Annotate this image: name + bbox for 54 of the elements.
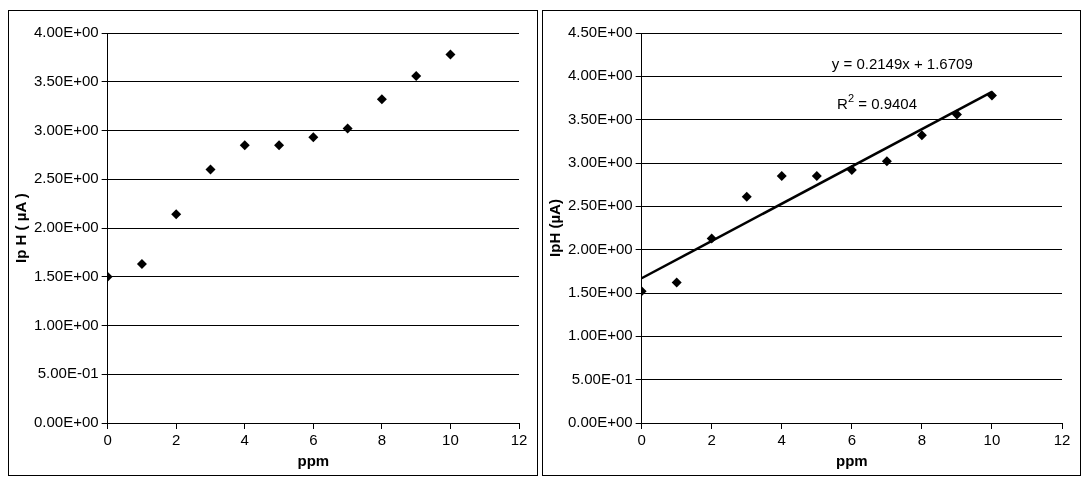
y-tick-label: 2.50E+00 — [567, 196, 633, 214]
annotation: y = 0.2149x + 1.6709 — [831, 55, 973, 72]
point — [136, 259, 147, 270]
point — [776, 171, 787, 181]
point — [411, 70, 422, 81]
point — [342, 123, 353, 134]
point — [376, 94, 387, 105]
x-axis-title: ppm — [297, 452, 330, 470]
point — [205, 164, 216, 175]
x-tick-label: 8 — [917, 431, 927, 449]
y-tick-label: 1.00E+00 — [567, 326, 633, 344]
x-tick-label: 0 — [637, 431, 646, 449]
x-axis-title: ppm — [835, 452, 868, 470]
y-tick-label: 3.00E+00 — [567, 153, 633, 171]
y-tick-label: 1.50E+00 — [33, 266, 99, 284]
y-tick-label: 5.00E-01 — [37, 364, 99, 382]
x-tick-label: 0 — [103, 431, 112, 449]
y-tick-label: 3.00E+00 — [33, 120, 99, 138]
point — [239, 140, 250, 151]
y-tick-label: 1.00E+00 — [33, 315, 99, 333]
y-tick-label: 0.00E+00 — [567, 413, 633, 431]
y-axis-title: IpH (µA) — [546, 199, 564, 257]
x-tick-label: 12 — [1053, 431, 1071, 449]
x-tick-label: 8 — [377, 431, 387, 449]
x-tick-label: 6 — [847, 431, 856, 449]
x-tick-label: 2 — [172, 431, 181, 449]
point — [445, 49, 456, 60]
point — [274, 140, 285, 151]
y-tick-label: 2.00E+00 — [567, 239, 633, 257]
point — [671, 277, 682, 288]
x-tick-label: 10 — [442, 431, 459, 449]
y-tick-label: 3.50E+00 — [33, 71, 99, 89]
x-tick-label: 12 — [510, 431, 528, 449]
point — [171, 209, 182, 220]
y-tick-label: 0.00E+00 — [33, 413, 99, 431]
y-tick-label: 2.50E+00 — [33, 169, 99, 187]
y-tick-label: 4.00E+00 — [567, 66, 633, 84]
y-axis-title: Ip H ( µA ) — [12, 193, 30, 263]
x-tick-label: 10 — [983, 431, 1001, 449]
x-tick-label: 2 — [707, 431, 716, 449]
point — [308, 132, 319, 143]
point — [881, 156, 892, 167]
point — [741, 191, 752, 202]
y-tick-label: 5.00E-01 — [571, 369, 633, 387]
y-tick-label: 4.00E+00 — [33, 23, 99, 41]
y-tick-label: 2.00E+00 — [33, 218, 99, 236]
x-tick-label: 4 — [240, 431, 249, 449]
point — [916, 130, 927, 141]
x-tick-label: 6 — [309, 431, 318, 449]
y-tick-label: 4.50E+00 — [567, 23, 633, 41]
y-tick-label: 3.50E+00 — [567, 109, 633, 127]
x-tick-label: 4 — [777, 431, 786, 449]
point — [811, 171, 822, 181]
y-tick-label: 1.50E+00 — [567, 283, 633, 301]
